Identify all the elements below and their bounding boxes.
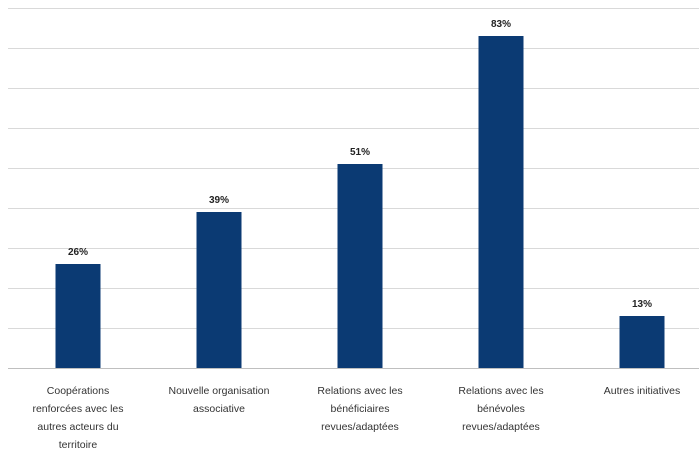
category-label-line: Relations avec les (458, 385, 543, 397)
category-label: Relations avec les bénéficiaires revues/ad… (317, 385, 402, 433)
category-label-line: autres acteurs du (37, 421, 118, 433)
category-label: Coopérations renforcées avec les autres ac… (32, 385, 123, 450)
category-label: Autres initiatives (604, 385, 680, 397)
category-label-line: Coopérations (47, 385, 109, 397)
data-labels: 26% 39% 51% 83% 13% (68, 19, 652, 310)
category-label-line: revues/adaptées (321, 421, 399, 433)
data-label: 39% (209, 195, 229, 206)
category-label-line: territoire (59, 439, 98, 450)
bars (55, 36, 665, 368)
bar (478, 36, 524, 368)
bar (196, 212, 242, 368)
data-label: 51% (350, 147, 370, 158)
category-label-line: associative (193, 403, 245, 415)
category-label-line: bénéficiaires (331, 403, 390, 415)
bar (337, 164, 383, 368)
data-label: 83% (491, 19, 511, 30)
category-label-line: renforcées avec les (32, 403, 123, 415)
category-label-line: Relations avec les (317, 385, 402, 397)
data-label: 26% (68, 247, 88, 258)
category-label-line: Nouvelle organisation (169, 385, 270, 397)
category-label-line: bénévoles (477, 403, 525, 415)
category-labels: Coopérations renforcées avec les autres ac… (32, 385, 680, 450)
data-label: 13% (632, 299, 652, 310)
bar (55, 264, 101, 368)
category-label-line: revues/adaptées (462, 421, 540, 433)
category-label: Nouvelle organisation associative (169, 385, 270, 415)
category-label-line: Autres initiatives (604, 385, 680, 397)
bar (619, 316, 665, 368)
category-label: Relations avec les bénévoles revues/adapté… (458, 385, 543, 433)
